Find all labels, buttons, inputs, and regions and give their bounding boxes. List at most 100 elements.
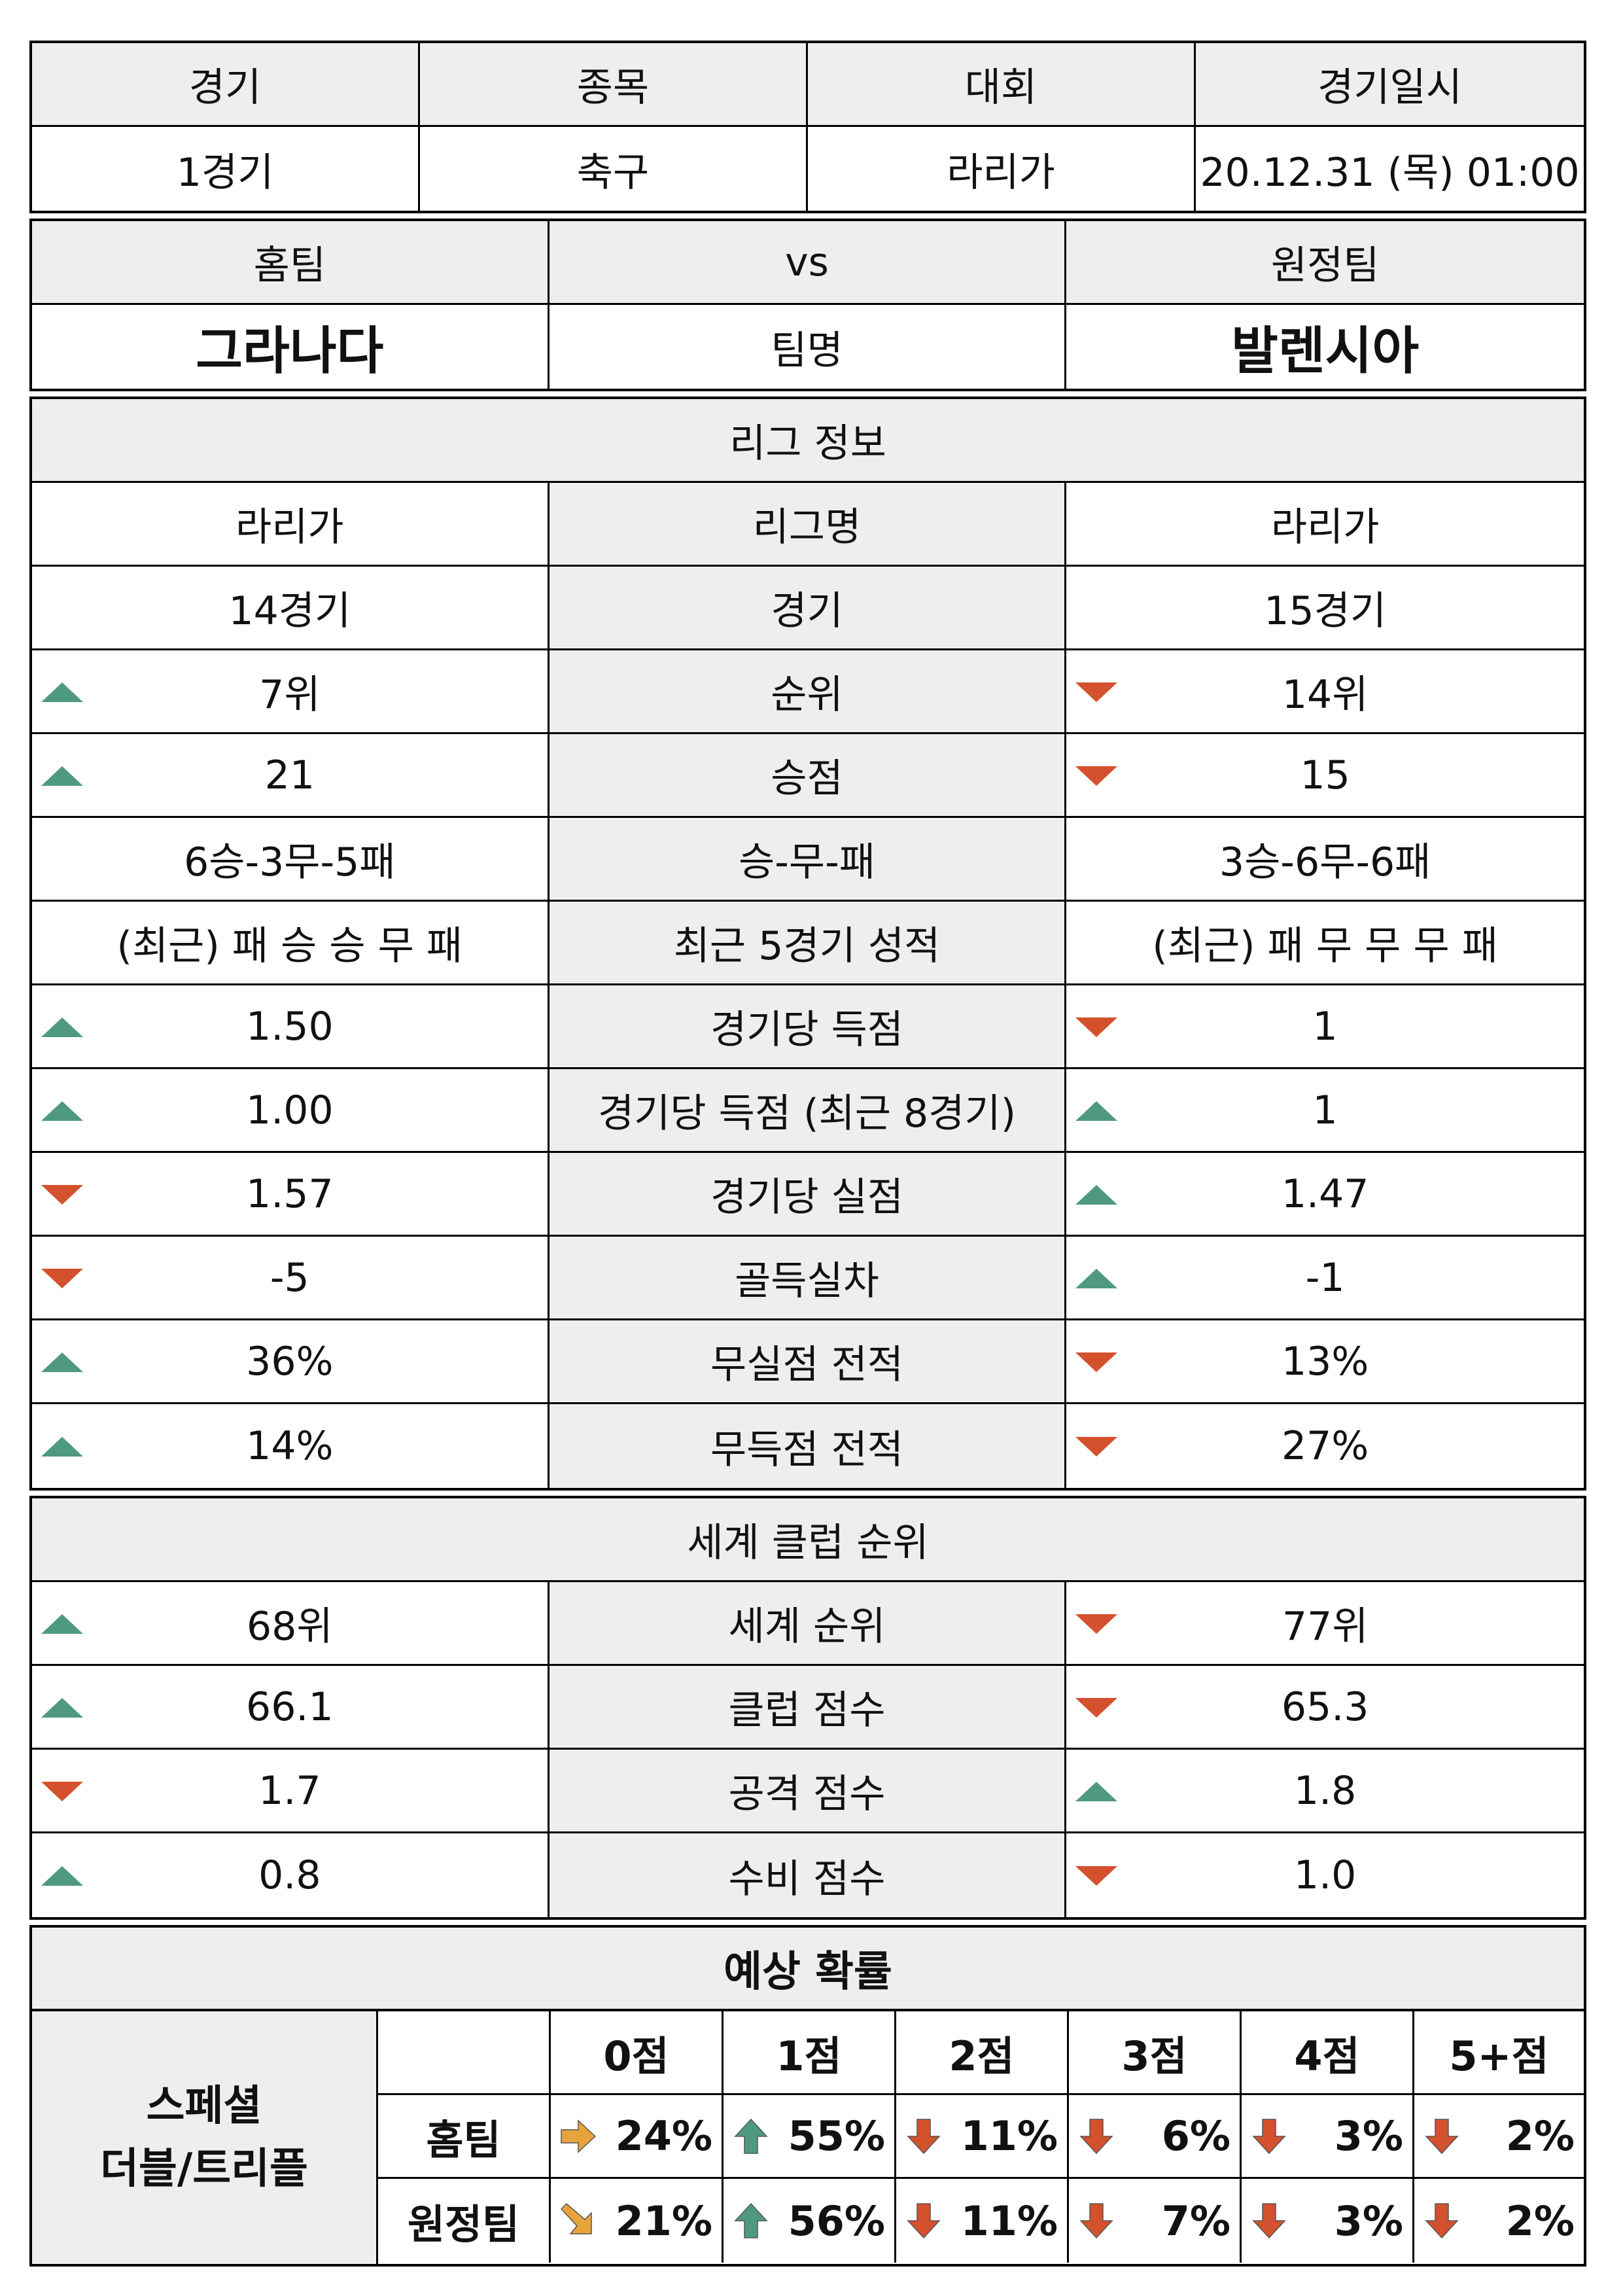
trend-down-icon (1075, 1614, 1118, 1634)
stat-row: (최근) 패 승 승 무 패 최근 5경기 성적 (최근) 패 무 무 무 패 (32, 902, 1584, 985)
probability-row: 원정팀 21% 56% 11% 7% 3% 2% (378, 2179, 1584, 2263)
trend-down-icon (1075, 1437, 1118, 1457)
probability-section-title: 예상 확률 (724, 1948, 892, 1996)
league-section-title: 리그 정보 (729, 421, 886, 467)
trend-up-icon (41, 1614, 83, 1634)
home-stat-value: -5 (32, 1237, 550, 1318)
trend-down-icon (1075, 1866, 1118, 1886)
probability-value: 6% (1161, 2112, 1230, 2160)
stat-row: 14경기 경기 15경기 (32, 567, 1584, 650)
away-stat-value: 27% (1066, 1404, 1584, 1488)
stat-row: 1.7 공격 점수 1.8 (32, 1750, 1584, 1833)
header-competition: 대회 (808, 43, 1196, 125)
probability-value: 21% (615, 2197, 712, 2245)
home-stat-value: 14% (32, 1404, 550, 1488)
away-stat-value: 1.8 (1066, 1750, 1584, 1831)
trend-down-icon (1075, 766, 1118, 786)
home-stat-value: 7위 (32, 650, 550, 732)
arrow-down-icon (1079, 2203, 1113, 2239)
stat-label: 세계 순위 (549, 1582, 1067, 1664)
trend-down-icon (41, 1268, 83, 1288)
stat-row: 36% 무실점 전적 13% (32, 1320, 1584, 1404)
trend-up-icon (41, 1017, 83, 1037)
trend-up-icon (41, 1437, 83, 1457)
probability-row-label: 홈팀 (378, 2095, 551, 2177)
away-stat-value: 14위 (1066, 650, 1584, 732)
stat-label: 리그명 (549, 483, 1067, 565)
competition: 라리가 (808, 127, 1196, 211)
away-stat-value: 1.47 (1066, 1153, 1584, 1235)
column-5plus-goals: 5+점 (1449, 2032, 1549, 2080)
probability-value: 24% (615, 2112, 712, 2160)
match-info-value-row: 1경기 축구 라리가 20.12.31 (목) 01:00 (32, 127, 1584, 211)
probability-header-row: 0점 1점 2점 3점 4점 5+점 (378, 2011, 1584, 2095)
probability-corner-cell (378, 2011, 551, 2093)
trend-down-icon (1075, 682, 1118, 702)
stat-row: 6승-3무-5패 승-무-패 3승-6무-6패 (32, 818, 1584, 902)
away-stat-value: 65.3 (1066, 1666, 1584, 1748)
away-stat-value: -1 (1066, 1237, 1584, 1318)
header-match: 경기 (32, 43, 420, 125)
team-name-label: 팀명 (550, 305, 1067, 389)
probability-cell: 7% (1069, 2179, 1242, 2263)
trend-up-icon (41, 1101, 83, 1121)
probability-cell: 2% (1414, 2095, 1584, 2177)
trend-up-icon (1075, 1184, 1118, 1205)
probability-title-row: 예상 확률 (32, 1928, 1584, 2011)
probability-value: 2% (1505, 2112, 1575, 2160)
trend-down-icon (1075, 1017, 1118, 1037)
home-stat-value: 1.7 (32, 1750, 550, 1831)
header-sport: 종목 (420, 43, 808, 125)
probability-cell: 24% (551, 2095, 724, 2177)
stat-label: 승-무-패 (549, 818, 1067, 900)
stat-label: 순위 (549, 650, 1067, 732)
trend-up-icon (41, 1697, 83, 1718)
stat-row: 21 승점 15 (32, 734, 1584, 818)
stat-label: 승점 (549, 734, 1067, 816)
match-sheet: 경기 종목 대회 경기일시 1경기 축구 라리가 20.12.31 (목) 01… (29, 41, 1586, 2272)
away-stat-value: 1 (1066, 1069, 1584, 1151)
stat-row: 7위 순위 14위 (32, 650, 1584, 734)
arrow-down-right-icon (560, 2202, 592, 2234)
arrow-down-icon (1079, 2118, 1113, 2154)
arrow-up-icon (734, 2118, 768, 2154)
trend-up-icon (1075, 1101, 1118, 1121)
home-stat-value: 0.8 (32, 1833, 550, 1917)
column-2-goals: 2점 (896, 2011, 1069, 2093)
stat-label: 클럽 점수 (549, 1666, 1067, 1748)
away-stat-value: 라리가 (1270, 504, 1380, 550)
probability-row: 홈팀 24% 55% 11% 6% 3% 2% (378, 2095, 1584, 2179)
vs-label: vs (550, 221, 1067, 303)
home-stat-value: 1.57 (32, 1153, 550, 1235)
stat-row: 1.00 경기당 득점 (최근 8경기) 1 (32, 1069, 1584, 1153)
trend-down-icon (1075, 1697, 1118, 1718)
trend-down-icon (41, 1781, 83, 1801)
arrow-right-icon (561, 2119, 597, 2153)
home-stat-value: 68위 (32, 1582, 550, 1664)
away-stat-value: 1.0 (1066, 1833, 1584, 1917)
trend-up-icon (41, 682, 83, 702)
special-label-line-1: 스페셜 (146, 2082, 262, 2130)
stat-row: 14% 무득점 전적 27% (32, 1404, 1584, 1488)
trend-up-icon (41, 766, 83, 786)
home-stat-value: 21 (32, 734, 550, 816)
arrow-down-icon (907, 2118, 941, 2154)
trend-up-icon (1075, 1781, 1118, 1801)
probability-cell: 11% (896, 2095, 1069, 2177)
header-datetime: 경기일시 (1318, 65, 1462, 111)
arrow-down-icon (1425, 2203, 1459, 2239)
column-1-goal: 1점 (724, 2011, 896, 2093)
teams-table: 홈팀 vs 원정팀 그라나다 팀명 발렌시아 (29, 219, 1586, 391)
column-3-goals: 3점 (1069, 2011, 1242, 2093)
stat-label: 경기당 실점 (549, 1153, 1067, 1235)
probability-cell: 3% (1242, 2179, 1414, 2263)
league-title-row: 리그 정보 (32, 399, 1584, 483)
away-stat-value: 13% (1066, 1320, 1584, 1402)
world-title-row: 세계 클럽 순위 (32, 1498, 1584, 1582)
trend-down-icon (1075, 1352, 1118, 1372)
world-section-title: 세계 클럽 순위 (687, 1520, 929, 1566)
probability-value: 3% (1334, 2197, 1403, 2245)
away-stat-value: 15 (1066, 734, 1584, 816)
away-stat-value: 15경기 (1264, 588, 1387, 634)
arrow-down-icon (1425, 2118, 1459, 2154)
